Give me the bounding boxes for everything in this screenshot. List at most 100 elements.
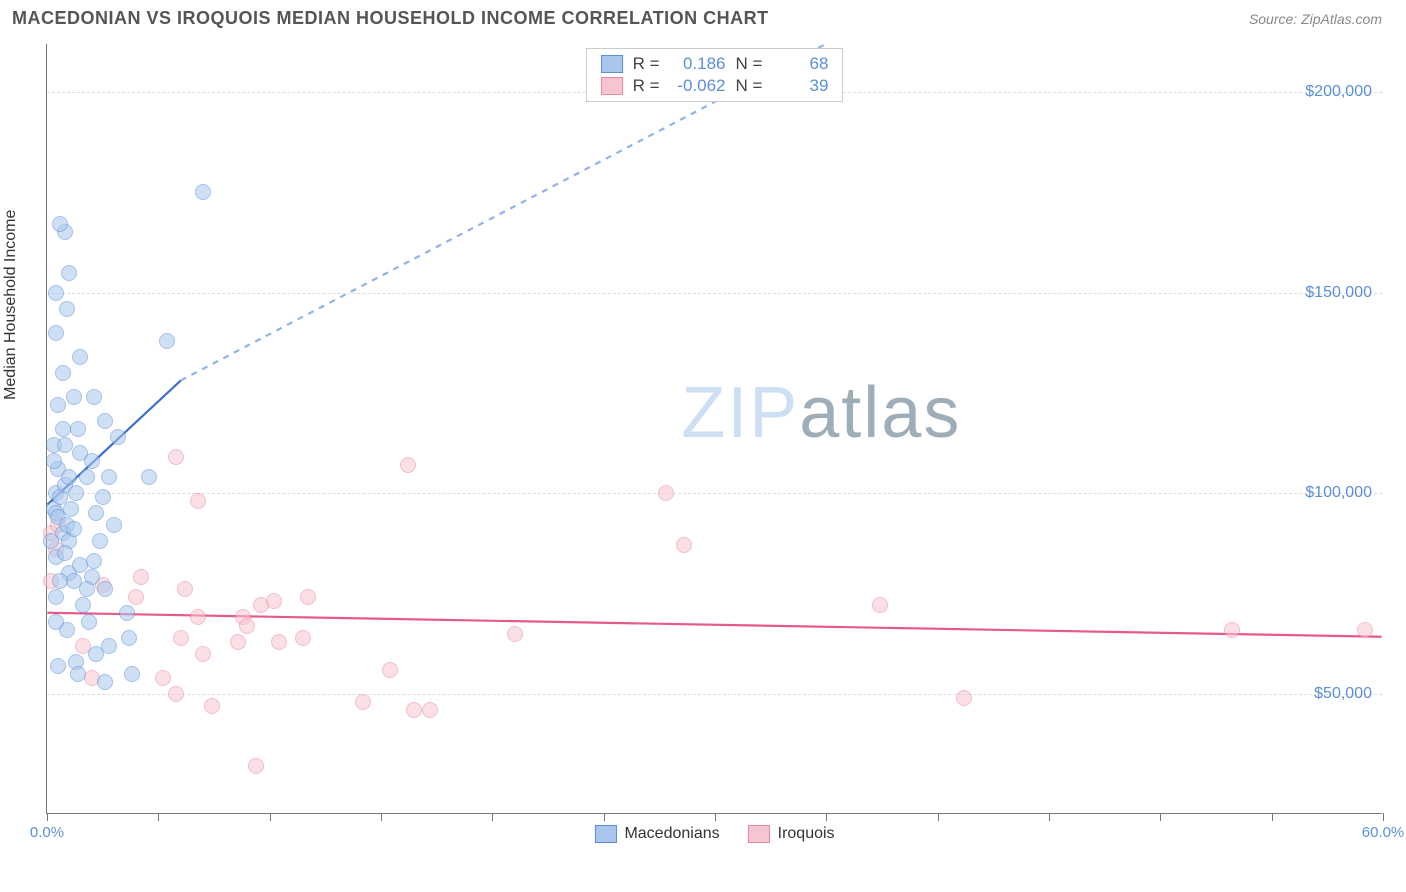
scatter-point-iroquois bbox=[190, 609, 206, 625]
n-value: 39 bbox=[772, 76, 828, 96]
scatter-point-macedonians bbox=[55, 421, 71, 437]
scatter-point-macedonians bbox=[52, 573, 68, 589]
y-axis-title: Median Household Income bbox=[2, 209, 20, 399]
scatter-point-iroquois bbox=[195, 646, 211, 662]
scatter-point-iroquois bbox=[422, 702, 438, 718]
scatter-point-iroquois bbox=[239, 618, 255, 634]
scatter-point-macedonians bbox=[106, 517, 122, 533]
x-tick bbox=[1049, 813, 1050, 821]
scatter-point-iroquois bbox=[190, 493, 206, 509]
scatter-point-macedonians bbox=[86, 389, 102, 405]
scatter-point-macedonians bbox=[70, 666, 86, 682]
scatter-point-macedonians bbox=[63, 501, 79, 517]
scatter-point-iroquois bbox=[133, 569, 149, 585]
x-tick bbox=[158, 813, 159, 821]
scatter-point-macedonians bbox=[46, 453, 62, 469]
scatter-point-macedonians bbox=[43, 533, 59, 549]
stats-row: R = 0.186 N = 68 bbox=[601, 53, 829, 75]
scatter-point-macedonians bbox=[119, 605, 135, 621]
scatter-point-macedonians bbox=[92, 533, 108, 549]
scatter-point-iroquois bbox=[382, 662, 398, 678]
x-tick bbox=[938, 813, 939, 821]
x-tick bbox=[1383, 813, 1384, 821]
scatter-point-iroquois bbox=[406, 702, 422, 718]
r-label: R = bbox=[633, 54, 660, 74]
scatter-point-iroquois bbox=[248, 758, 264, 774]
x-tick-label: 0.0% bbox=[30, 824, 64, 841]
scatter-point-iroquois bbox=[872, 597, 888, 613]
scatter-point-iroquois bbox=[1357, 622, 1373, 638]
x-tick bbox=[826, 813, 827, 821]
source-label: Source: ZipAtlas.com bbox=[1249, 11, 1382, 27]
legend-item-iroquois: Iroquois bbox=[748, 825, 835, 843]
scatter-point-macedonians bbox=[79, 469, 95, 485]
scatter-point-macedonians bbox=[141, 469, 157, 485]
scatter-point-macedonians bbox=[110, 429, 126, 445]
scatter-point-macedonians bbox=[66, 521, 82, 537]
swatch-iroquois bbox=[748, 825, 770, 843]
x-tick bbox=[1272, 813, 1273, 821]
scatter-point-macedonians bbox=[48, 325, 64, 341]
legend-item-macedonians: Macedonians bbox=[594, 825, 719, 843]
scatter-point-iroquois bbox=[658, 485, 674, 501]
scatter-point-iroquois bbox=[155, 670, 171, 686]
x-tick bbox=[492, 813, 493, 821]
scatter-point-macedonians bbox=[52, 216, 68, 232]
r-label: R = bbox=[633, 76, 660, 96]
scatter-point-macedonians bbox=[86, 553, 102, 569]
scatter-point-macedonians bbox=[121, 630, 137, 646]
r-value: 0.186 bbox=[670, 54, 726, 74]
x-tick bbox=[381, 813, 382, 821]
scatter-point-macedonians bbox=[66, 389, 82, 405]
scatter-point-macedonians bbox=[97, 413, 113, 429]
scatter-point-macedonians bbox=[97, 674, 113, 690]
scatter-point-macedonians bbox=[124, 666, 140, 682]
scatter-point-iroquois bbox=[507, 626, 523, 642]
scatter-point-macedonians bbox=[88, 646, 104, 662]
scatter-point-macedonians bbox=[68, 485, 84, 501]
scatter-point-iroquois bbox=[355, 694, 371, 710]
x-tick bbox=[604, 813, 605, 821]
legend: Macedonians Iroquois bbox=[594, 825, 834, 843]
scatter-point-macedonians bbox=[57, 437, 73, 453]
scatter-point-macedonians bbox=[95, 489, 111, 505]
scatter-point-iroquois bbox=[230, 634, 246, 650]
scatter-point-macedonians bbox=[61, 265, 77, 281]
scatter-point-macedonians bbox=[50, 658, 66, 674]
scatter-point-iroquois bbox=[271, 634, 287, 650]
n-value: 68 bbox=[772, 54, 828, 74]
scatter-point-macedonians bbox=[48, 614, 64, 630]
scatter-point-macedonians bbox=[59, 301, 75, 317]
chart-plot-area: Median Household Income $50,000$100,000$… bbox=[46, 44, 1382, 814]
scatter-point-macedonians bbox=[75, 597, 91, 613]
scatter-point-macedonians bbox=[88, 505, 104, 521]
scatter-point-macedonians bbox=[48, 589, 64, 605]
x-tick-label: 60.0% bbox=[1362, 824, 1405, 841]
scatter-point-macedonians bbox=[84, 453, 100, 469]
scatter-point-iroquois bbox=[168, 449, 184, 465]
scatter-point-iroquois bbox=[173, 630, 189, 646]
scatter-point-macedonians bbox=[72, 349, 88, 365]
scatter-point-macedonians bbox=[159, 333, 175, 349]
scatter-point-iroquois bbox=[676, 537, 692, 553]
chart-title: MACEDONIAN VS IROQUOIS MEDIAN HOUSEHOLD … bbox=[12, 8, 769, 29]
stats-row: R = -0.062 N = 39 bbox=[601, 75, 829, 97]
scatter-point-macedonians bbox=[101, 469, 117, 485]
scatter-point-macedonians bbox=[97, 581, 113, 597]
swatch-macedonians bbox=[594, 825, 616, 843]
scatter-point-iroquois bbox=[300, 589, 316, 605]
scatter-point-iroquois bbox=[400, 457, 416, 473]
x-tick bbox=[715, 813, 716, 821]
swatch-macedonians bbox=[601, 55, 623, 73]
scatter-point-iroquois bbox=[128, 589, 144, 605]
scatter-point-macedonians bbox=[48, 285, 64, 301]
n-label: N = bbox=[736, 76, 763, 96]
trend-lines bbox=[47, 44, 1382, 813]
legend-label: Iroquois bbox=[778, 825, 835, 843]
scatter-point-macedonians bbox=[81, 614, 97, 630]
correlation-stats-box: R = 0.186 N = 68 R = -0.062 N = 39 bbox=[586, 48, 844, 102]
x-tick bbox=[270, 813, 271, 821]
scatter-point-macedonians bbox=[57, 545, 73, 561]
scatter-point-macedonians bbox=[55, 365, 71, 381]
scatter-point-iroquois bbox=[204, 698, 220, 714]
